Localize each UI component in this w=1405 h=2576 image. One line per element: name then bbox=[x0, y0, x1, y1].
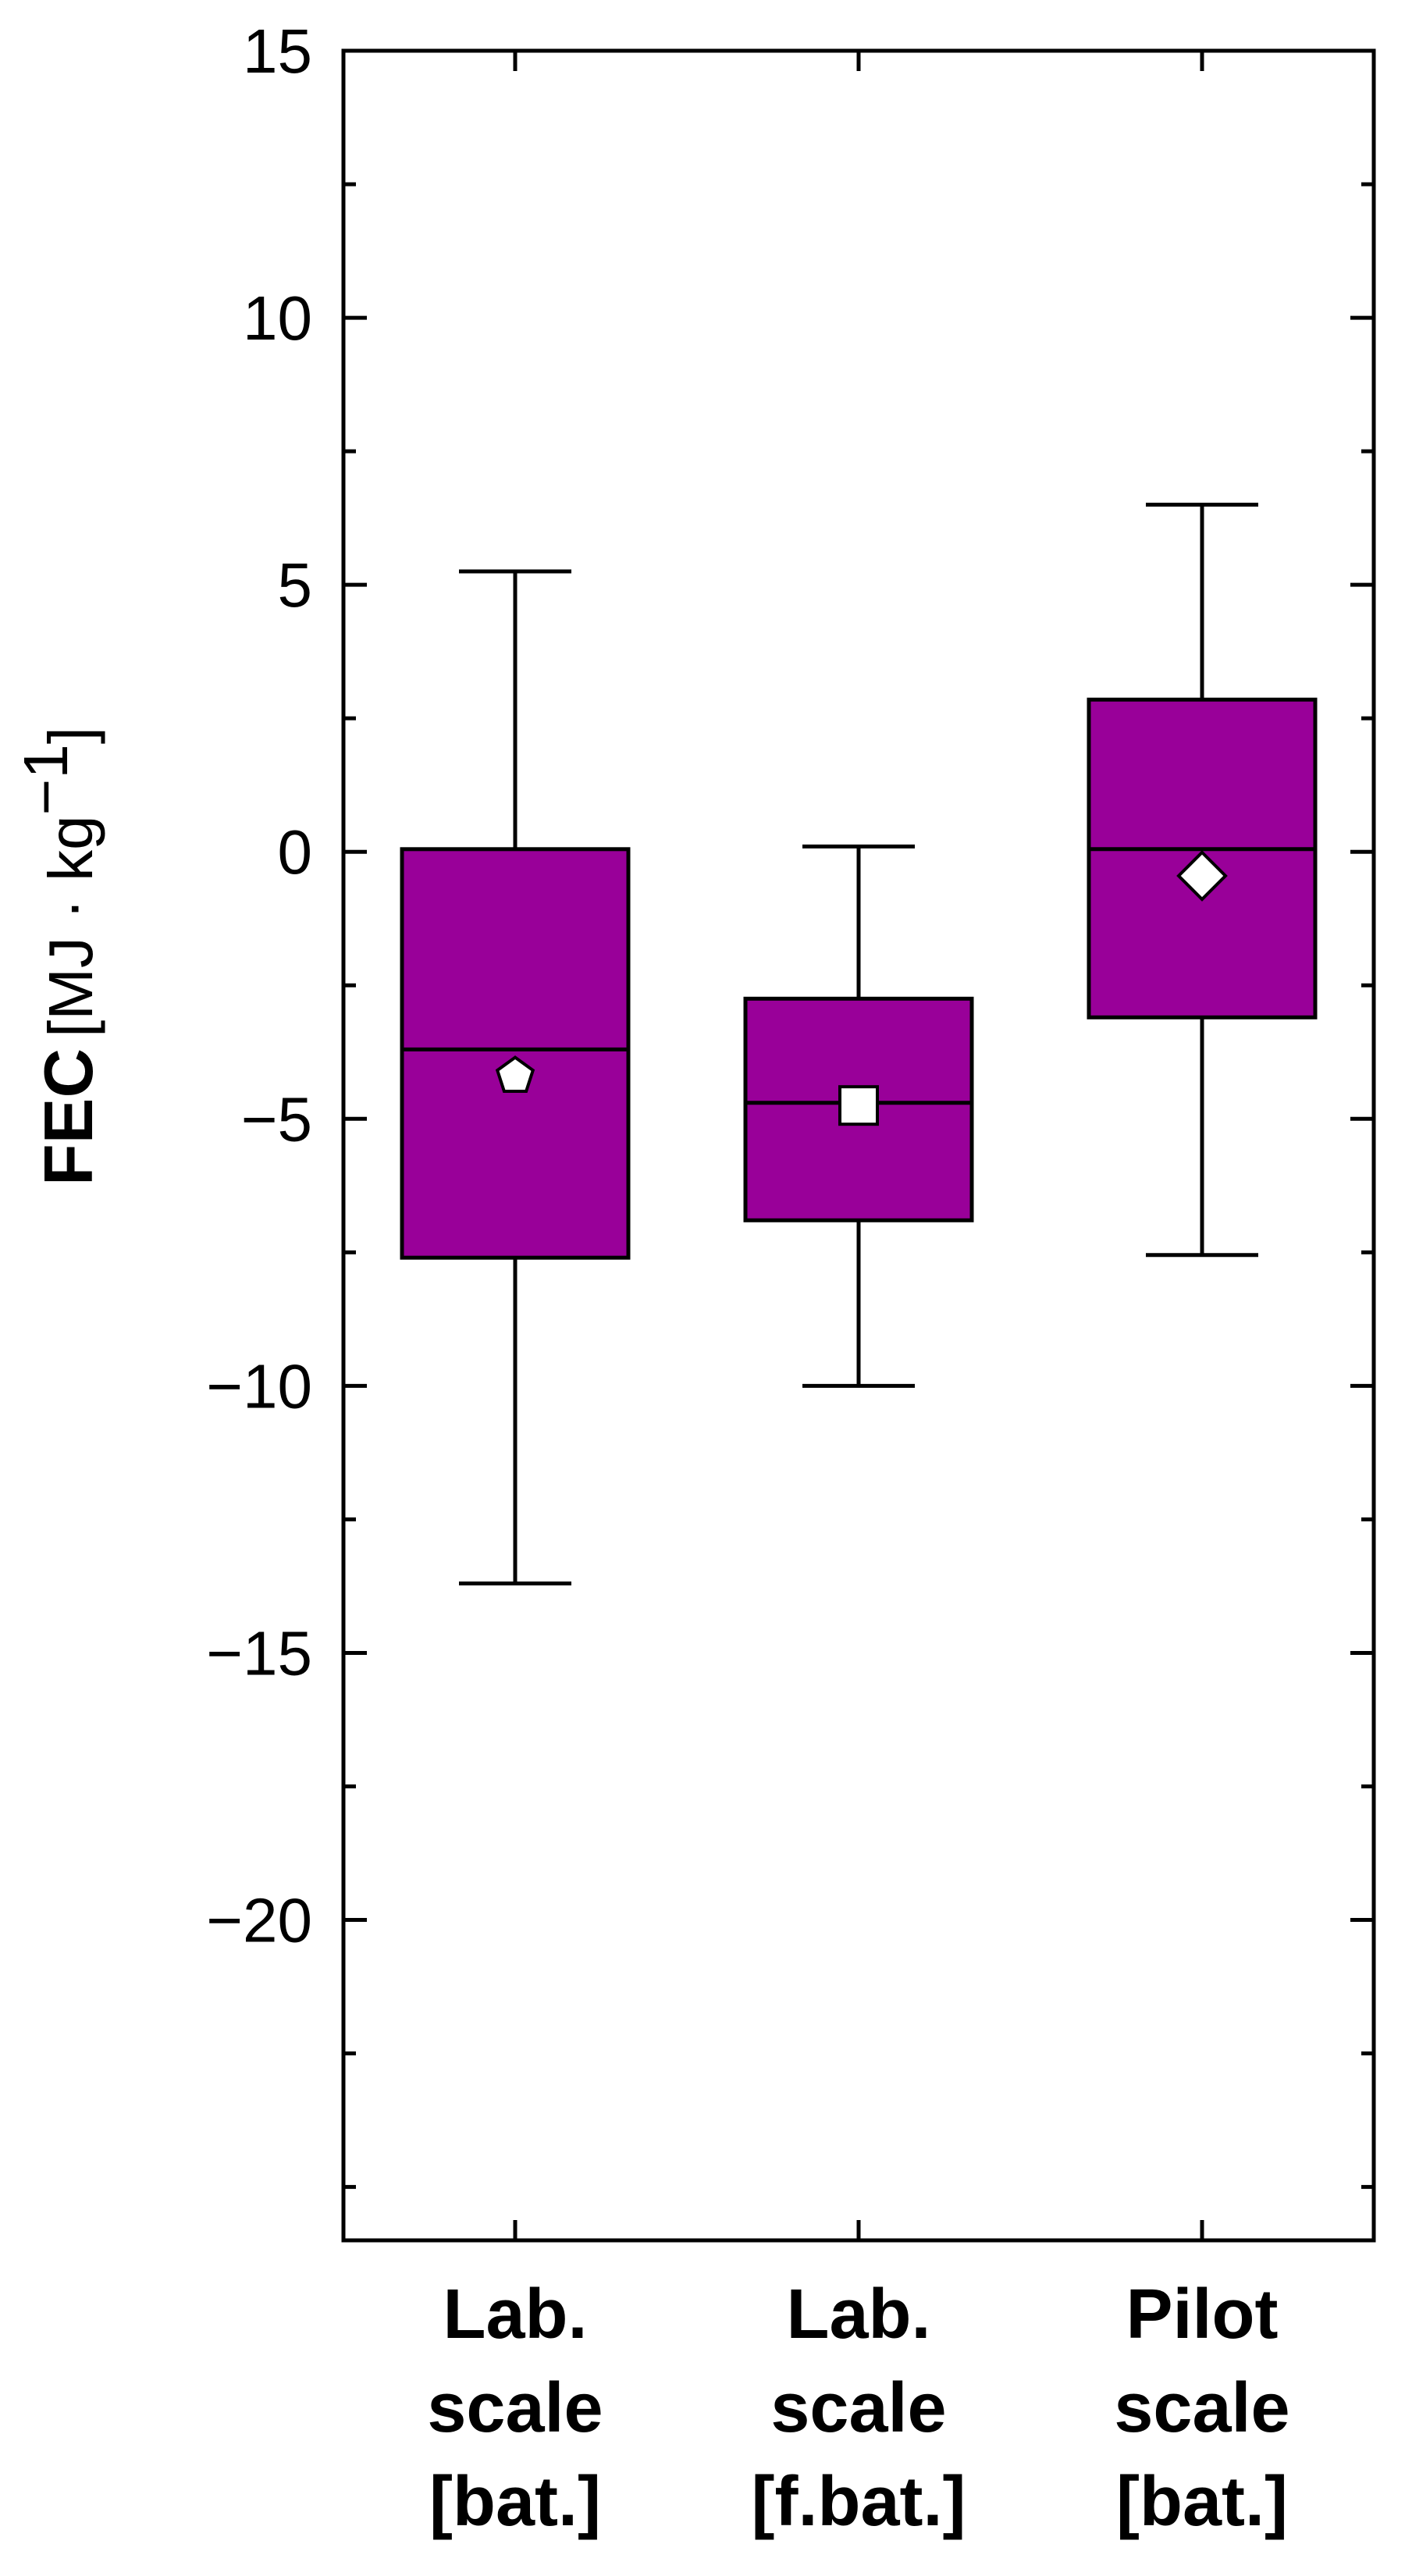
y-tick-label: 5 bbox=[278, 550, 313, 620]
box-iqr bbox=[400, 847, 631, 1260]
x-category-label: Lab. bbox=[443, 2275, 587, 2354]
x-category-label: Lab. bbox=[786, 2275, 930, 2354]
x-category-label: [bat.] bbox=[429, 2463, 601, 2541]
mean-marker-diamond bbox=[1176, 850, 1228, 902]
y-tick-label: −20 bbox=[206, 1886, 312, 1955]
y-axis-label-unit-close: ] bbox=[36, 727, 105, 744]
y-tick-label: −15 bbox=[206, 1618, 312, 1688]
x-category-label: scale bbox=[1114, 2369, 1289, 2447]
x-category-label: scale bbox=[770, 2369, 946, 2447]
y-tick-label: −5 bbox=[241, 1084, 312, 1154]
x-category-label: scale bbox=[427, 2369, 603, 2447]
y-axis-label-name: FEC bbox=[30, 1048, 107, 1186]
y-tick-label: −10 bbox=[206, 1351, 312, 1421]
y-axis-label-unit-exponent: −1 bbox=[11, 744, 80, 815]
y-axis-label-unit: [MJ · kg bbox=[36, 816, 105, 1037]
mean-marker-square bbox=[838, 1085, 879, 1126]
x-category-label: Pilot bbox=[1126, 2275, 1279, 2354]
mean-marker-pentagon bbox=[495, 1055, 535, 1093]
y-tick-label: 15 bbox=[243, 16, 312, 86]
x-category-label: [bat.] bbox=[1116, 2463, 1288, 2541]
y-tick-label: 10 bbox=[243, 283, 312, 353]
y-axis-label: FEC [MJ · kg−1] bbox=[11, 727, 107, 1186]
svg-text:FEC[MJ · kg−1]: FEC [MJ · kg−1] bbox=[11, 727, 107, 1186]
plot-area: 15 10 5 0 −5 −10 −15 −20 Lab. scale [bat.] Lab. scal… bbox=[206, 16, 1376, 2541]
x-category-label: [f.bat.] bbox=[752, 2463, 966, 2541]
y-tick-label: 0 bbox=[278, 817, 313, 887]
